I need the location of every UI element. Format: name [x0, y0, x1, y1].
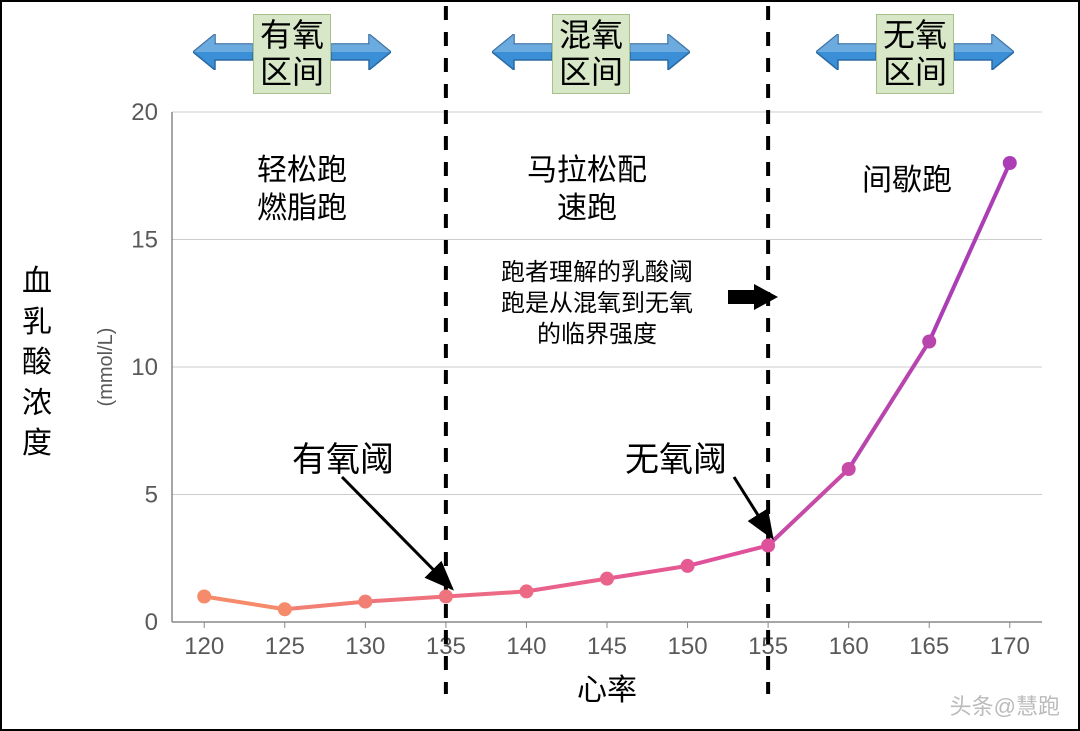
run-type-easy: 轻松跑燃脂跑	[212, 152, 392, 227]
zone-mixed-label: 混氧区间	[552, 14, 630, 94]
zone-mixed: 混氧区间	[430, 12, 752, 96]
arrow-right-icon	[954, 34, 1014, 75]
svg-text:15: 15	[131, 227, 158, 254]
svg-text:心率: 心率	[577, 674, 637, 707]
svg-text:140: 140	[506, 633, 546, 660]
lactate-threshold-annotation: 跑者理解的乳酸阈跑是从混氧到无氧的临界强度	[467, 257, 727, 351]
zone-aerobic-label: 有氧区间	[253, 14, 331, 94]
svg-text:150: 150	[668, 633, 708, 660]
run-type-interval: 间歇跑	[832, 162, 982, 200]
svg-text:170: 170	[990, 633, 1030, 660]
zone-aerobic: 有氧区间	[162, 12, 422, 96]
svg-text:5: 5	[145, 482, 158, 509]
run-type-marathon: 马拉松配速跑	[477, 152, 697, 227]
svg-text:130: 130	[345, 633, 385, 660]
chart-container: 血乳酸浓度 05101520(mmol/L)120125130135140145…	[0, 0, 1080, 731]
svg-text:0: 0	[145, 609, 158, 636]
lactate-chart: 05101520(mmol/L)120125130135140145150155…	[2, 2, 1078, 729]
svg-text:10: 10	[131, 354, 158, 381]
svg-text:20: 20	[131, 99, 158, 126]
arrow-left-icon	[193, 34, 253, 75]
anaerobic-threshold-label: 无氧阈	[625, 432, 727, 481]
arrow-right-icon	[630, 34, 690, 75]
svg-text:160: 160	[829, 633, 869, 660]
arrow-left-icon	[816, 34, 876, 75]
svg-text:165: 165	[909, 633, 949, 660]
svg-text:125: 125	[265, 633, 305, 660]
svg-text:(mmol/L): (mmol/L)	[95, 328, 117, 407]
arrow-right-icon	[331, 34, 391, 75]
svg-text:120: 120	[184, 633, 224, 660]
aerobic-threshold-label: 有氧阈	[292, 432, 394, 481]
arrow-left-icon	[492, 34, 552, 75]
watermark-text: 头条@慧跑	[950, 689, 1060, 721]
zone-anaerobic: 无氧区间	[760, 12, 1070, 96]
zone-anaerobic-label: 无氧区间	[876, 14, 954, 94]
svg-text:145: 145	[587, 633, 627, 660]
